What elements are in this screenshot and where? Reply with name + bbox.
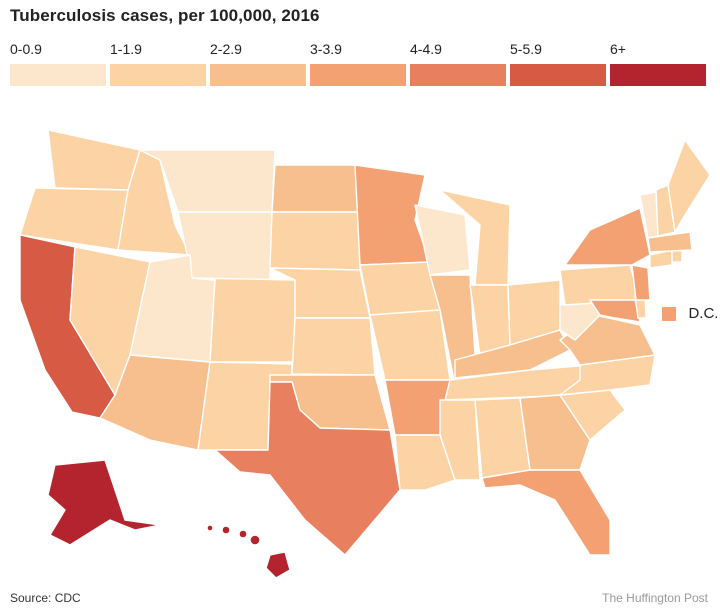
- legend-swatch: [610, 64, 706, 86]
- credit: The Huffington Post: [602, 591, 708, 605]
- state-in[interactable]: [469, 284, 511, 356]
- state-wi[interactable]: [414, 204, 471, 276]
- state-hi[interactable]: [265, 551, 291, 579]
- legend-item: 0-0.9: [10, 40, 106, 86]
- state-hi-island[interactable]: [249, 534, 261, 546]
- legend-label: 6+: [610, 41, 626, 57]
- legend-swatch: [210, 64, 306, 86]
- state-co[interactable]: [191, 277, 296, 363]
- legend-item: 3-3.9: [310, 40, 406, 86]
- legend-item: 5-5.9: [510, 40, 606, 86]
- chart-title: Tuberculosis cases, per 100,000, 2016: [10, 6, 320, 25]
- state-ri[interactable]: [671, 249, 683, 263]
- state-ct[interactable]: [649, 249, 673, 269]
- legend-item: 6+: [610, 40, 706, 86]
- state-wa[interactable]: [47, 129, 141, 191]
- state-wy[interactable]: [177, 211, 273, 281]
- legend-item: 4-4.9: [410, 40, 506, 86]
- state-me[interactable]: [667, 139, 711, 233]
- state-ny[interactable]: [564, 207, 651, 266]
- legend-label: 1-1.9: [110, 41, 142, 57]
- legend-swatch: [310, 64, 406, 86]
- state-ms[interactable]: [439, 399, 481, 481]
- state-ak[interactable]: [47, 459, 161, 546]
- legend-label: 4-4.9: [410, 41, 442, 57]
- state-nd[interactable]: [271, 164, 359, 213]
- legend-swatch: [410, 64, 506, 86]
- state-tx[interactable]: [214, 381, 401, 556]
- us-map-svg: [19, 129, 711, 579]
- state-la[interactable]: [394, 434, 456, 491]
- state-md[interactable]: [589, 299, 641, 323]
- legend-swatch: [110, 64, 206, 86]
- state-nj[interactable]: [631, 264, 651, 301]
- state-hi-island[interactable]: [238, 529, 248, 539]
- state-ks[interactable]: [291, 317, 376, 376]
- legend-item: 2-2.9: [210, 40, 306, 86]
- legend-label: 5-5.9: [510, 41, 542, 57]
- legend-item: 1-1.9: [110, 40, 206, 86]
- state-mo[interactable]: [369, 309, 451, 381]
- legend-label: 0-0.9: [10, 41, 42, 57]
- legend-label: 2-2.9: [210, 41, 242, 57]
- state-ia[interactable]: [359, 261, 441, 316]
- state-pa[interactable]: [559, 264, 641, 306]
- legend-swatch: [10, 64, 106, 86]
- state-sd[interactable]: [269, 211, 361, 271]
- legend-label: 3-3.9: [310, 41, 342, 57]
- us-map: [0, 110, 720, 580]
- state-ma[interactable]: [647, 231, 693, 253]
- legend-swatch: [510, 64, 606, 86]
- state-hi-island[interactable]: [221, 525, 231, 535]
- dc-label: D.C.: [688, 305, 719, 323]
- state-hi-island[interactable]: [206, 524, 214, 532]
- legend: 0-0.9 1-1.9 2-2.9 3-3.9 4-4.9 5-5.9 6+: [10, 40, 710, 88]
- source-note: Source: CDC: [10, 591, 81, 605]
- dc-swatch: [662, 306, 676, 321]
- dc-legend: D.C.: [662, 305, 718, 323]
- state-fl[interactable]: [481, 469, 611, 556]
